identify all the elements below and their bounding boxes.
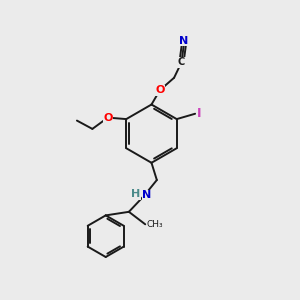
Text: C: C xyxy=(178,57,185,67)
Text: I: I xyxy=(196,107,201,120)
Text: H: H xyxy=(131,189,141,199)
Text: O: O xyxy=(103,112,112,123)
Text: N: N xyxy=(179,36,188,46)
Text: N: N xyxy=(142,190,152,200)
Text: O: O xyxy=(155,85,164,95)
Text: CH₃: CH₃ xyxy=(146,220,163,229)
